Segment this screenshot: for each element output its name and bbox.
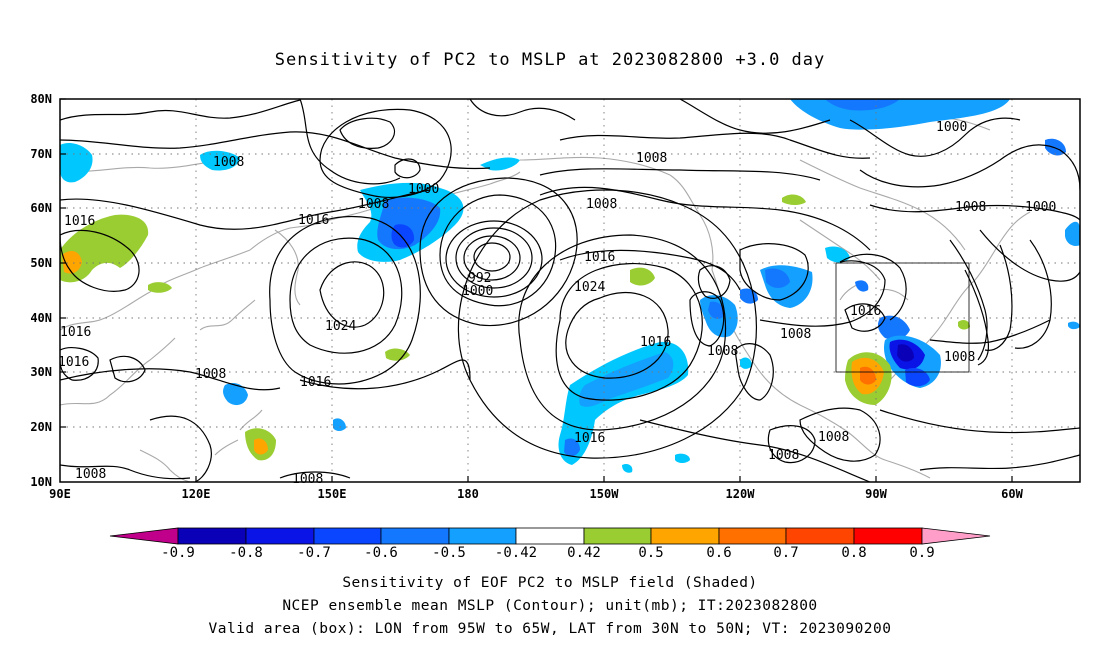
colorbar-seg (109, 527, 179, 545)
contour-label: 1008 (213, 155, 244, 170)
colorbar-seg (448, 527, 517, 545)
contour-label: 1008 (780, 327, 811, 342)
colorbar (109, 527, 991, 545)
contour-label: 1008 (768, 448, 799, 463)
caption-line-2: NCEP ensemble mean MSLP (Contour); unit(… (282, 598, 818, 614)
map-title: Sensitivity of PC2 to MSLP at 2023082800… (274, 50, 826, 70)
colorbar-label: -0.7 (297, 545, 331, 561)
contour-label: 1008 (195, 367, 226, 382)
colorbar-seg (785, 527, 855, 545)
lat-label: 60N (30, 201, 52, 215)
colorbar-seg (853, 527, 923, 545)
contour-label: 1000 (462, 284, 493, 299)
contour-label: 1016 (298, 213, 329, 228)
lat-label: 70N (30, 147, 52, 161)
lat-label: 40N (30, 311, 52, 325)
contour-label: 1008 (636, 151, 667, 166)
lon-label: 60W (1001, 487, 1023, 501)
plot-frame (59, 98, 1081, 483)
colorbar-seg (245, 527, 315, 545)
contour-label: 1016 (850, 304, 881, 319)
contour-label: 1008 (75, 467, 106, 482)
contour-label: 1000 (936, 120, 967, 135)
grid (60, 99, 1080, 482)
lat-label: 80N (30, 92, 52, 106)
contour-label: 992 (468, 271, 491, 286)
colorbar-seg (650, 527, 720, 545)
colorbar-label: 0.42 (567, 545, 601, 561)
colorbar-seg (718, 527, 787, 545)
colorbar-label: -0.5 (432, 545, 466, 561)
valid-area-box (835, 262, 970, 373)
lon-label: 90E (49, 487, 71, 501)
contour-label: 1016 (640, 335, 671, 350)
contour-labels: 1008 1000 1008 1016 1008 1008 1000 1000 … (58, 120, 1056, 487)
contour-label: 1008 (818, 430, 849, 445)
lon-label: 90W (865, 487, 887, 501)
lon-label: 150W (589, 487, 619, 501)
contour-label: 1008 (944, 350, 975, 365)
contour-label: 1016 (300, 375, 331, 390)
colorbar-label: 0.9 (909, 545, 935, 561)
contour-label: 1008 (358, 197, 389, 212)
colorbar-seg (380, 527, 450, 545)
contour-label: 1000 (1025, 200, 1056, 215)
colorbar-label: 0.7 (773, 545, 799, 561)
contour-label: 1016 (584, 250, 615, 265)
colorbar-label: 0.6 (706, 545, 732, 561)
lon-label: 120E (181, 487, 211, 501)
colorbar-seg (515, 527, 585, 545)
contour-label: 1016 (60, 325, 91, 340)
contour-label: 1008 (955, 200, 986, 215)
lat-label: 20N (30, 420, 52, 434)
contour-label: 1024 (574, 280, 605, 295)
lon-label: 150E (317, 487, 347, 501)
coastlines (60, 109, 1031, 482)
colorbar-label: -0.6 (364, 545, 398, 561)
colorbar-label: 0.8 (841, 545, 867, 561)
contour-label: 1000 (408, 182, 439, 197)
axis-ticks (60, 98, 1013, 482)
contour-label: 1016 (574, 431, 605, 446)
sensitivity-shading (60, 99, 1080, 473)
lat-label: 10N (30, 475, 52, 489)
colorbar-seg (177, 527, 247, 545)
colorbar-seg (313, 527, 382, 545)
caption-line-3: Valid area (box): LON from 95W to 65W, L… (208, 621, 892, 637)
colorbar-seg (583, 527, 652, 545)
colorbar-label: -0.9 (161, 545, 195, 561)
colorbar-label: -0.42 (494, 545, 538, 561)
contour-label: 1016 (64, 214, 95, 229)
lon-label: 180 (457, 487, 479, 501)
contour-label: 1024 (325, 319, 356, 334)
colorbar-seg (921, 527, 991, 545)
contour-label: 1008 (586, 197, 617, 212)
contour-label: 1016 (58, 355, 89, 370)
colorbar-label: -0.8 (229, 545, 263, 561)
lat-label: 50N (30, 256, 52, 270)
caption-line-1: Sensitivity of EOF PC2 to MSLP field (Sh… (342, 575, 758, 591)
lon-label: 120W (725, 487, 755, 501)
lat-label: 30N (30, 365, 52, 379)
contour-label: 1008 (292, 472, 323, 487)
colorbar-label: 0.5 (638, 545, 664, 561)
contour-label: 1008 (707, 344, 738, 359)
